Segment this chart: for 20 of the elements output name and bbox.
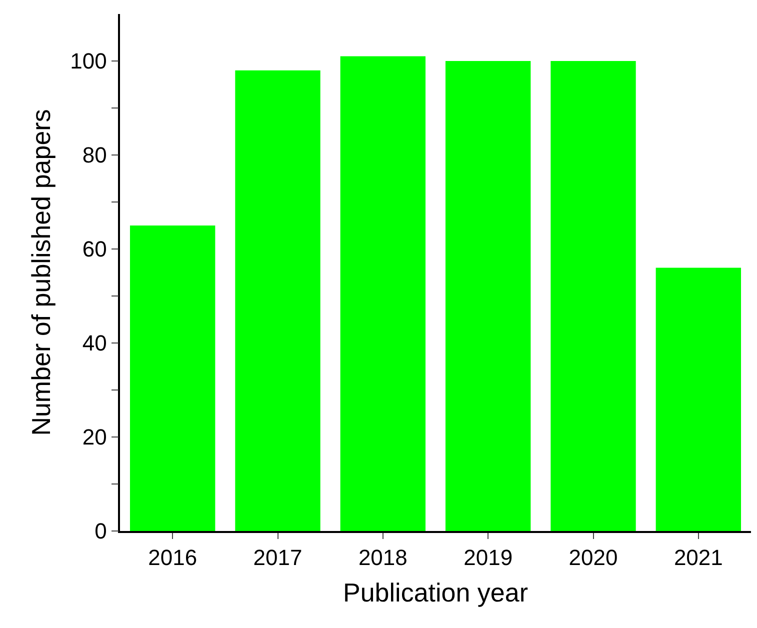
y-tick-label: 0 (94, 518, 107, 544)
x-axis-title: Publication year (343, 577, 528, 608)
bar (656, 268, 742, 531)
x-tick-label: 2017 (253, 545, 302, 570)
y-tick-label: 20 (82, 424, 107, 450)
y-tick-label: 100 (70, 48, 107, 74)
y-tick-label: 80 (82, 142, 107, 168)
bar (550, 61, 636, 531)
x-tick-label: 2019 (464, 545, 513, 570)
bar (130, 226, 216, 531)
x-tick-label: 2021 (674, 545, 723, 570)
y-tick-label: 60 (82, 236, 107, 262)
bar (340, 56, 426, 531)
x-tick-label: 2016 (148, 545, 198, 570)
bar (445, 61, 531, 531)
bar (235, 70, 320, 531)
x-tick-label: 2020 (568, 545, 618, 570)
y-tick-label: 40 (82, 330, 107, 356)
y-axis-title: Number of published papers (26, 109, 56, 436)
x-tick-label: 2018 (358, 545, 408, 570)
